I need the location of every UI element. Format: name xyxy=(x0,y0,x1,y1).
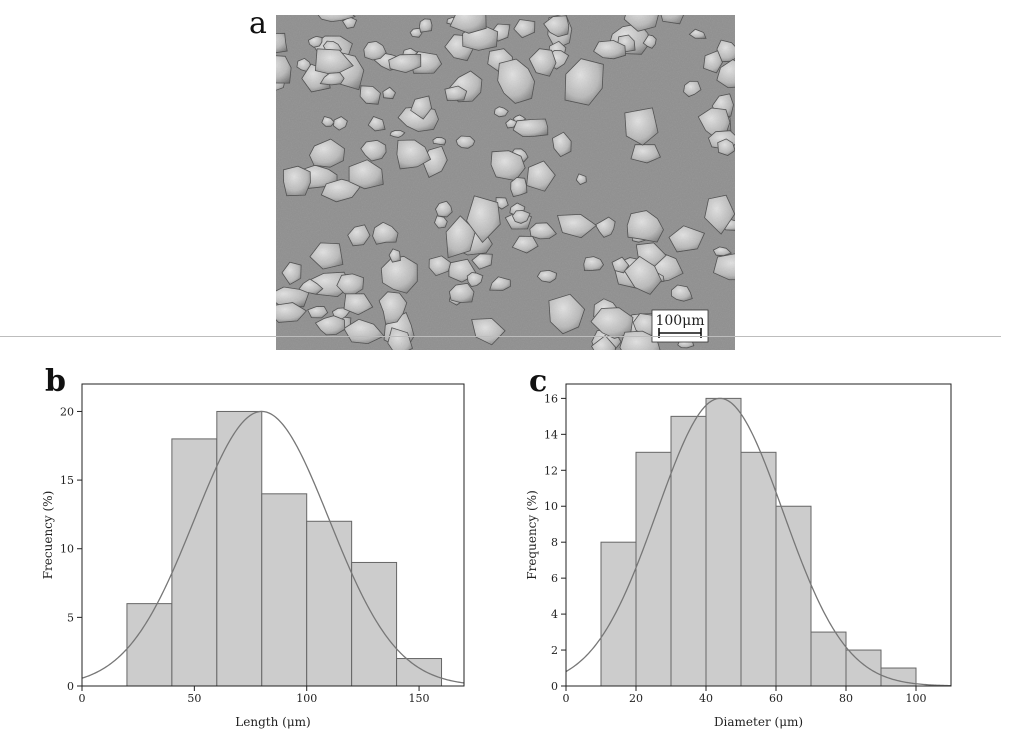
histogram-bar xyxy=(261,493,308,687)
histogram-bar xyxy=(126,603,173,687)
y-tick-label: 5 xyxy=(67,611,74,624)
histogram-diameter: 0 20 40 60 80 100 0 2 4 6 8 10 12 14 16 Diameter (μm) Fr… xyxy=(525,383,952,729)
y-tick-label: 14 xyxy=(544,428,558,441)
y-tick-label: 15 xyxy=(60,474,74,487)
sem-micrograph: 100μm xyxy=(276,15,735,350)
y-tick-label: 12 xyxy=(544,464,558,477)
y-tick-label: 16 xyxy=(544,392,558,405)
panel-label-b: b xyxy=(45,364,66,399)
x-tick-label: 0 xyxy=(563,692,570,705)
x-axis-label: Diameter (μm) xyxy=(714,715,803,729)
scale-bar: 100μm xyxy=(651,309,709,343)
histogram-length: 0 50 100 150 0 5 10 15 20 Length (μm) Frecuency (%… xyxy=(41,383,465,729)
y-tick-label: 8 xyxy=(551,536,558,549)
x-tick-label: 100 xyxy=(906,692,927,705)
fit-curve xyxy=(81,410,465,684)
plot-frame xyxy=(81,383,465,687)
histogram-bar xyxy=(775,505,812,687)
histogram-bar xyxy=(396,658,443,687)
x-tick-label: 40 xyxy=(699,692,713,705)
y-tick-label: 10 xyxy=(544,500,558,513)
histogram-bar xyxy=(351,561,398,687)
histogram-bar xyxy=(635,451,672,687)
histogram-bar xyxy=(600,541,637,687)
fit-curve xyxy=(565,397,952,687)
x-tick-label: 0 xyxy=(79,692,86,705)
y-tick-label: 20 xyxy=(60,405,74,418)
x-tick-label: 20 xyxy=(629,692,643,705)
y-axis-label: Frequency (%) xyxy=(525,490,539,579)
histogram-bar xyxy=(740,451,777,687)
histogram-bar xyxy=(670,415,707,687)
y-tick-label: 10 xyxy=(60,543,74,556)
histogram-bar xyxy=(845,649,882,687)
y-axis-label: Frecuency (%) xyxy=(41,491,55,580)
y-tick-label: 0 xyxy=(551,680,558,693)
histogram-bar xyxy=(171,438,218,687)
panel-label-c: c xyxy=(529,364,548,399)
histogram-bar xyxy=(705,397,742,687)
plot-frame xyxy=(565,383,952,687)
panel-label-a: a xyxy=(249,6,267,41)
histogram-bar xyxy=(306,520,353,687)
y-tick-label: 2 xyxy=(551,644,558,657)
section-divider xyxy=(0,336,1001,337)
y-tick-label: 0 xyxy=(67,680,74,693)
scale-bar-label: 100μm xyxy=(655,313,704,329)
y-tick-label: 4 xyxy=(551,608,558,621)
x-tick-label: 80 xyxy=(839,692,853,705)
x-tick-label: 100 xyxy=(296,692,317,705)
x-tick-label: 150 xyxy=(409,692,430,705)
x-tick-label: 60 xyxy=(769,692,783,705)
x-tick-label: 50 xyxy=(187,692,201,705)
x-axis-label: Length (μm) xyxy=(235,715,310,729)
y-tick-label: 6 xyxy=(551,572,558,585)
